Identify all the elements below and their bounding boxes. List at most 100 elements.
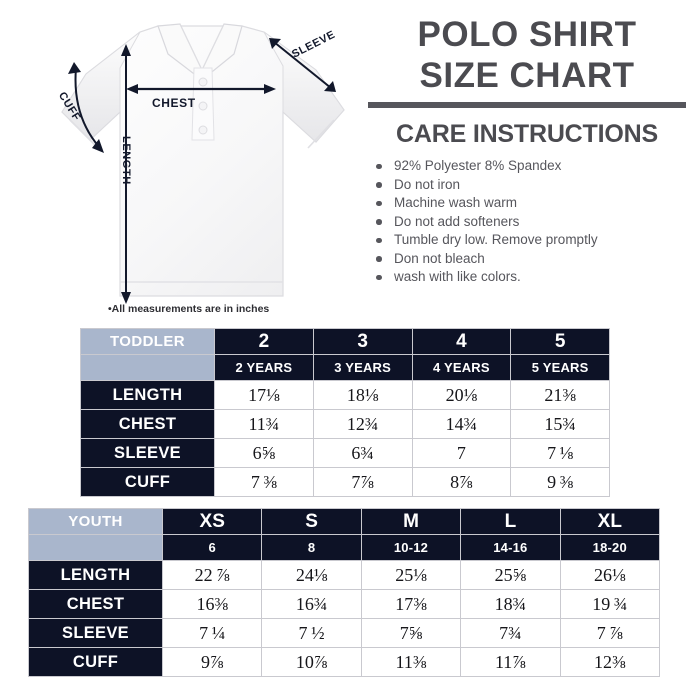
measurement-label: CUFF [28,647,163,677]
table-age-row: 2 YEARS 3 YEARS 4 YEARS 5 YEARS [80,354,610,381]
measurement-value: 7 ⅛ [510,438,610,468]
measurement-value: 7 ½ [261,618,362,648]
bullet-icon [376,182,382,188]
page-title-line1: POLO SHIRT [417,15,637,54]
age-header-cell: 8 [261,534,362,561]
table-age-row: 6 8 10-12 14-16 18-20 [28,534,661,561]
age-header-cell: 5 YEARS [510,354,610,381]
measurement-value: 11⅞ [460,647,561,677]
measurement-value: 16⅜ [161,589,263,619]
age-header-cell: 6 [161,534,263,561]
shirt-illustration [61,23,345,304]
care-instruction-text: Tumble dry low. Remove promptly [394,232,598,247]
care-instruction-text: Don not bleach [394,250,485,266]
page-title-line2: SIZE CHART [419,56,635,95]
measurement-value: 7 ⅜ [214,467,314,497]
care-instruction-item: 92% Polyester 8% Spandex [374,157,692,176]
care-instruction-text: wash with like colors. [394,269,521,284]
measurement-value: 7¾ [460,618,561,648]
measurement-value: 20⅛ [411,380,512,410]
size-header-cell: 5 [510,328,610,355]
measurement-value: 26⅛ [559,560,661,590]
measurement-value: 19 ¾ [559,589,661,619]
care-instruction-text: 92% Polyester 8% Spandex [394,158,562,173]
title-block: POLO SHIRT SIZE CHART CARE INSTRUCTIONS … [362,14,692,287]
measurement-value: 12⅜ [559,647,661,677]
care-instruction-item: wash with like colors. [374,268,692,287]
measurement-value: 15¾ [510,409,610,439]
measurement-value: 25⅝ [460,560,561,590]
bullet-icon [376,256,382,262]
bullet-icon [376,200,382,206]
measurement-value: 22 ⅞ [161,560,263,590]
table-row: CHEST 16⅜ 16¾ 17⅜ 18¾ 19 ¾ [28,589,661,619]
measurement-value: 18⅛ [312,380,413,410]
measurement-value: 7⅞ [312,467,413,497]
bullet-icon [376,274,382,280]
care-instructions-list: 92% Polyester 8% Spandex Do not iron Machi… [374,157,692,287]
measurement-value: 7 [411,438,512,468]
care-instruction-item: Don not bleach [374,250,692,269]
measurement-value: 8⅞ [411,467,512,497]
table-row: CHEST 11¾ 12¾ 14¾ 15¾ [80,409,610,439]
size-header-cell: 2 [214,328,314,355]
age-header-cell: 3 YEARS [312,354,413,381]
polo-shirt-diagram: CHEST LENGTH SLEEVE CUFF [28,8,358,318]
category-label: YOUTH [28,508,163,535]
age-header-cell: 14-16 [460,534,561,561]
measurement-label: LENGTH [28,560,163,590]
bullet-icon [376,219,382,225]
care-instruction-item: Machine wash warm [374,194,692,213]
measurement-value: 7⅝ [360,618,462,648]
age-header-cell: 4 YEARS [411,354,512,381]
size-header-cell: 4 [411,328,512,355]
measurement-value: 12¾ [312,409,413,439]
table-row: LENGTH 17⅛ 18⅛ 20⅛ 21⅜ [80,380,610,410]
care-instruction-item: Tumble dry low. Remove promptly [374,231,692,250]
size-header-cell: M [360,508,462,535]
category-blank-cell [80,354,215,381]
measurement-value: 14¾ [411,409,512,439]
measurement-label: LENGTH [80,380,215,410]
measurement-value: 11⅜ [360,647,462,677]
table-header-row: TODDLER 2 3 4 5 [80,328,610,355]
care-instructions-title: CARE INSTRUCTIONS [396,120,658,148]
measurement-label: SLEEVE [80,438,215,468]
size-header-cell: 3 [312,328,413,355]
measurement-value: 17⅛ [214,380,314,410]
care-instruction-text: Do not iron [394,176,461,192]
measurement-value: 7 ⅞ [559,618,661,648]
table-row: CUFF 7 ⅜ 7⅞ 8⅞ 9 ⅜ [80,467,610,497]
age-header-cell: 2 YEARS [214,354,314,381]
measurement-value: 7 ¼ [161,618,263,648]
measurement-value: 18¾ [460,589,561,619]
measurement-value: 9⅞ [161,647,263,677]
age-header-cell: 18-20 [559,534,661,561]
measurement-units-note: •All measurements are in inches [108,303,270,315]
measurement-value: 11¾ [214,409,314,439]
table-header-row: YOUTH XS S M L XL [28,508,661,535]
size-header-cell: XS [161,508,263,535]
category-label: TODDLER [80,328,215,355]
category-blank-cell [28,534,163,561]
measurement-value: 25⅛ [360,560,462,590]
table-row: CUFF 9⅞ 10⅞ 11⅜ 11⅞ 12⅜ [28,647,661,677]
chest-measure-label: CHEST [152,96,196,110]
measurement-label: SLEEVE [28,618,163,648]
measurement-value: 21⅜ [510,380,610,410]
measurement-value: 10⅞ [261,647,362,677]
measurement-value: 6⅝ [214,438,314,468]
bullet-icon [376,237,382,243]
care-instruction-item: Do not iron [374,176,692,195]
care-instruction-item: Do not add softeners [374,213,692,232]
title-divider [368,102,686,108]
size-header-cell: S [261,508,362,535]
age-header-cell: 10-12 [360,534,462,561]
measurement-label: CHEST [28,589,163,619]
measurement-value: 16¾ [261,589,362,619]
measurement-value: 6¾ [312,438,413,468]
measurement-value: 24⅛ [261,560,362,590]
